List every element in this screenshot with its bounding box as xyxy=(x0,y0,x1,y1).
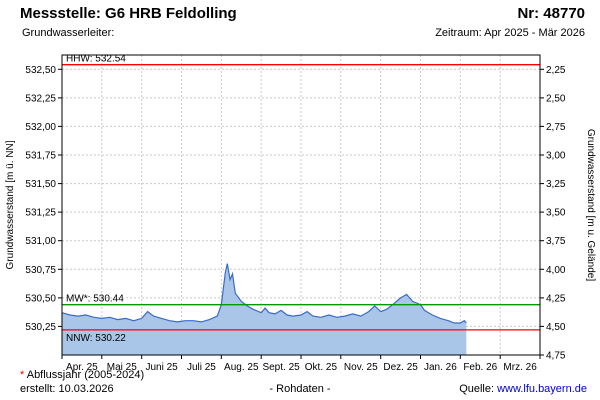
right-tick-label: 3,25 xyxy=(546,179,566,190)
right-tick-label: 4,25 xyxy=(546,293,566,304)
x-tick-label: Juni 25 xyxy=(145,362,178,373)
aquifer-label: Grundwasserleiter: xyxy=(22,27,115,39)
source: Quelle: www.lfu.bayern.de xyxy=(459,383,587,395)
left-tick-label: 530,25 xyxy=(25,322,56,333)
footnote: * Abflussjahr (2005-2024) xyxy=(20,369,144,381)
y-axis-left-title: Grundwasserstand [m ü. NN] xyxy=(5,140,16,269)
left-tick-label: 532,50 xyxy=(25,65,56,76)
x-tick-label: Okt. 25 xyxy=(305,362,338,373)
x-tick-label: Sept. 25 xyxy=(262,362,300,373)
right-tick-label: 3,75 xyxy=(546,236,566,247)
footnote-asterisk: * xyxy=(20,369,25,381)
left-tick-label: 531,25 xyxy=(25,208,56,219)
right-tick-label: 4,75 xyxy=(546,351,566,362)
left-tick-label: 530,50 xyxy=(25,293,56,304)
right-tick-label: 2,75 xyxy=(546,122,566,133)
source-label: Quelle: xyxy=(459,383,498,395)
x-tick-label: Mrz. 26 xyxy=(503,362,537,373)
right-tick-label: 2,50 xyxy=(546,93,566,104)
subheader-row: Grundwasserleiter: Zeitraum: Apr 2025 - … xyxy=(22,27,585,39)
right-tick-label: 3,00 xyxy=(546,151,566,162)
plot-border xyxy=(61,54,541,356)
x-tick-label: Aug. 25 xyxy=(224,362,259,373)
groundwater-area xyxy=(62,263,467,355)
refline-label-nnw: NNW: 530.22 xyxy=(66,333,126,344)
page-title: Messstelle: G6 HRB Feldolling xyxy=(20,5,237,22)
left-tick-label: 531,50 xyxy=(25,179,56,190)
station-number: Nr: 48770 xyxy=(517,5,585,22)
chart-reference-lines: HHW: 532.54 MW*: 530.44 NNW: 530.22 xyxy=(62,54,540,344)
right-tick-label: 3,50 xyxy=(546,208,566,219)
chart-series-area xyxy=(61,263,467,355)
left-tick-label: 532,00 xyxy=(25,122,56,133)
right-tick-label: 2,25 xyxy=(546,65,566,76)
x-tick-label: Jan. 26 xyxy=(424,362,457,373)
header-row: Messstelle: G6 HRB Feldolling Nr: 48770 xyxy=(20,5,585,22)
left-tick-label: 531,00 xyxy=(25,236,56,247)
left-tick-label: 530,75 xyxy=(25,265,56,276)
period-label: Zeitraum: Apr 2025 - Mär 2026 xyxy=(435,27,585,39)
left-tick-label: 531,75 xyxy=(25,151,56,162)
chart-axes: 532,50 532,25 532,00 531,75 531,50 531,25 531,… xyxy=(25,54,566,373)
left-tick-label: 532,25 xyxy=(25,93,56,104)
groundwater-line xyxy=(61,263,467,324)
x-tick-label: Feb. 26 xyxy=(463,362,497,373)
x-tick-label: Dez. 25 xyxy=(383,362,418,373)
x-tick-label: Nov. 25 xyxy=(344,362,378,373)
created-date: erstellt: 10.03.2026 xyxy=(20,383,114,395)
right-tick-label: 4,50 xyxy=(546,322,566,333)
x-tick-label: Juli 25 xyxy=(187,362,216,373)
y-axis-right-title: Grundwasserstand [m u. Gelände] xyxy=(585,129,596,282)
source-link[interactable]: www.lfu.bayern.de xyxy=(497,383,587,395)
chart-grid xyxy=(62,55,540,355)
data-type-label: - Rohdaten - xyxy=(269,383,331,395)
refline-label-mw: MW*: 530.44 xyxy=(66,294,124,305)
footnote-text: Abflussjahr (2005-2024) xyxy=(24,369,145,381)
right-tick-label: 4,00 xyxy=(546,265,566,276)
refline-label-hhw: HHW: 532.54 xyxy=(66,54,126,65)
